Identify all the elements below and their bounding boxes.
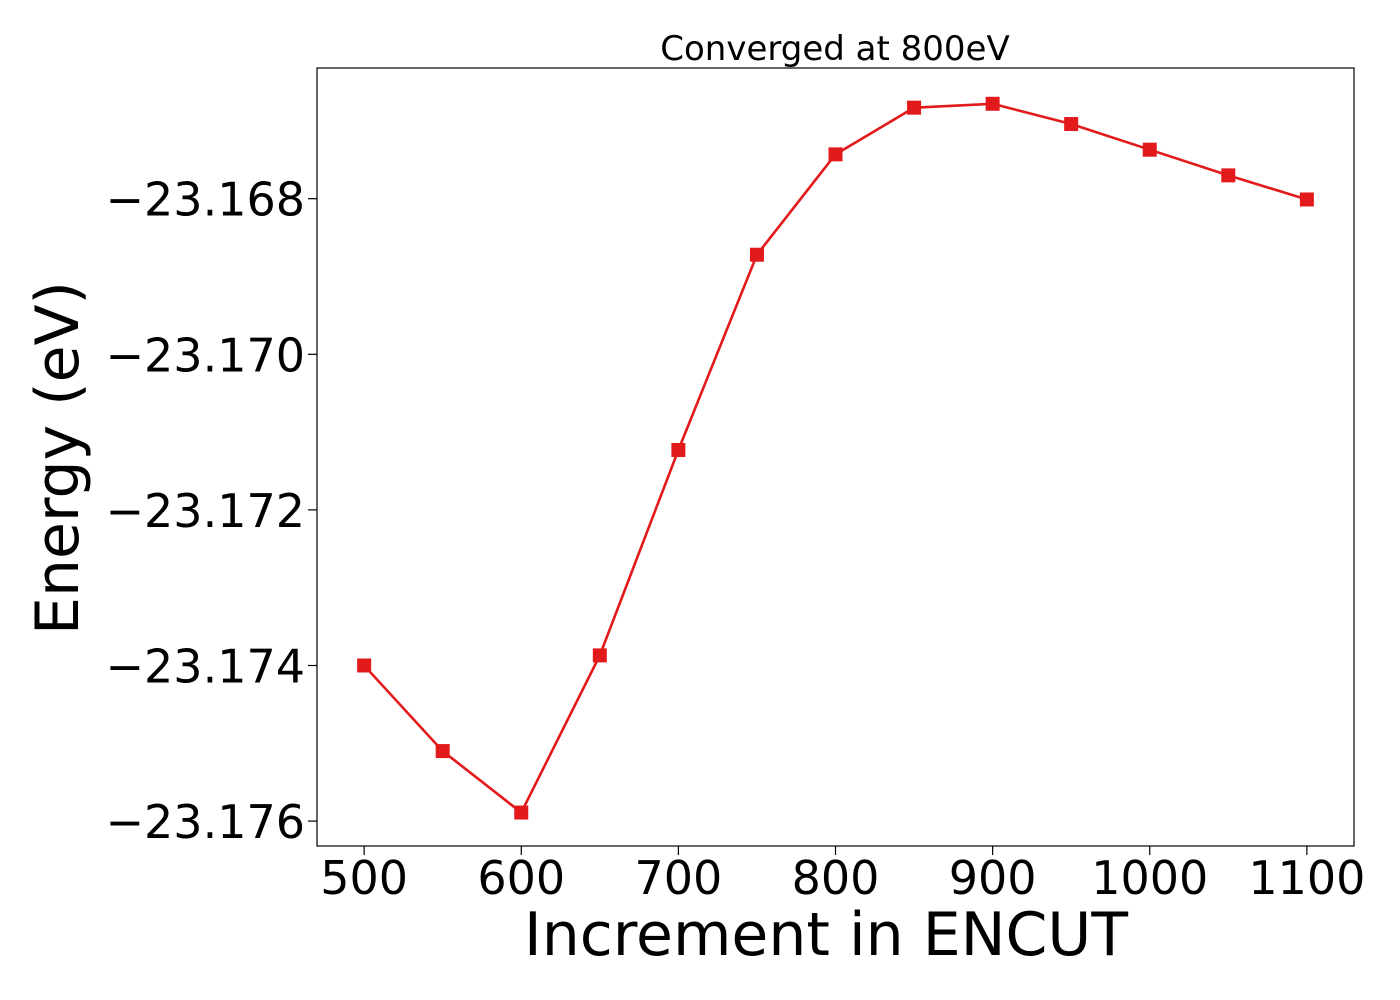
x-tick-label: 900 bbox=[949, 851, 1037, 905]
y-tick-label: −23.172 bbox=[106, 484, 306, 538]
x-axis: 500 600 700 800 900 1000 1100 bbox=[320, 846, 1365, 905]
y-tick-label: −23.170 bbox=[106, 328, 306, 382]
plot-area bbox=[316, 67, 1355, 847]
x-tick-label: 1100 bbox=[1248, 851, 1365, 905]
data-point bbox=[985, 96, 1000, 111]
data-point bbox=[1299, 192, 1314, 207]
data-point bbox=[749, 247, 764, 262]
data-point bbox=[514, 805, 529, 820]
y-axis: −23.168 −23.170 −23.172 −23.174 −23.176 bbox=[106, 173, 317, 849]
data-point bbox=[671, 442, 686, 457]
chart-title: Converged at 800eV bbox=[660, 29, 1009, 69]
x-tick-label: 800 bbox=[792, 851, 880, 905]
data-point bbox=[592, 648, 607, 663]
x-axis-label: Increment in ENCUT bbox=[524, 900, 1128, 970]
data-point bbox=[907, 100, 922, 115]
x-tick-label: 1000 bbox=[1091, 851, 1208, 905]
y-tick-label: −23.168 bbox=[106, 173, 306, 227]
data-point bbox=[435, 744, 450, 759]
data-point bbox=[1142, 142, 1157, 157]
x-tick-label: 600 bbox=[477, 851, 565, 905]
series-line bbox=[363, 102, 1308, 814]
data-point bbox=[357, 658, 372, 673]
series-layer bbox=[357, 96, 1314, 820]
y-tick-label: −23.174 bbox=[106, 640, 306, 694]
data-point bbox=[1221, 168, 1236, 183]
y-axis-label: Energy (eV) bbox=[23, 281, 93, 635]
data-point bbox=[1064, 117, 1079, 132]
data-point bbox=[828, 147, 843, 162]
x-tick-label: 700 bbox=[634, 851, 722, 905]
y-tick-label: −23.176 bbox=[106, 795, 306, 849]
x-tick-label: 500 bbox=[320, 851, 408, 905]
